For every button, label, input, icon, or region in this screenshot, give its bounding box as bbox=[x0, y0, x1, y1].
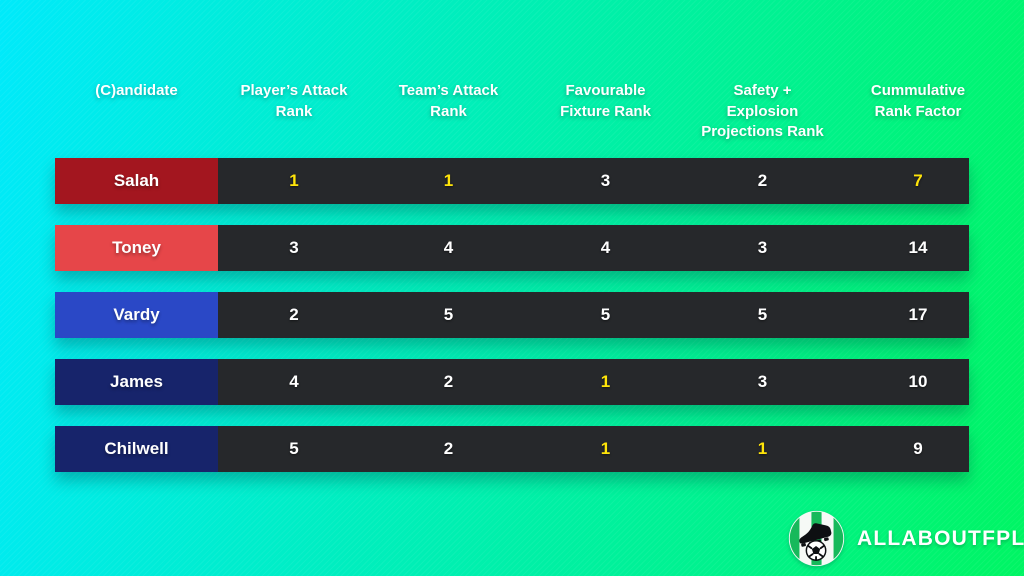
candidate-name: Vardy bbox=[55, 292, 218, 338]
rank-value: 1 bbox=[684, 426, 841, 472]
rank-value: 2 bbox=[370, 359, 527, 405]
brand-name: ALLABOUTFPL bbox=[857, 526, 1024, 550]
football-boot-ball-badge-icon bbox=[788, 510, 845, 567]
rank-value: 3 bbox=[218, 225, 370, 271]
column-header: Cummulative Rank Factor bbox=[870, 82, 966, 120]
table-row: Chilwell 5 2 1 1 9 bbox=[55, 426, 969, 472]
column-header: Player’s Attack Rank bbox=[240, 82, 348, 120]
table-row: Toney 3 4 4 3 14 bbox=[55, 225, 969, 271]
column-header: Favourable Fixture Rank bbox=[560, 82, 651, 120]
rank-value: 14 bbox=[841, 225, 969, 271]
rank-value: 10 bbox=[841, 359, 969, 405]
table-row: James 4 2 1 3 10 bbox=[55, 359, 969, 405]
table-body: Salah 1 1 3 2 7 Toney 3 4 4 3 14 Vardy 2 5 5 5 17 James 4 2 1… bbox=[55, 158, 969, 493]
candidate-name: Salah bbox=[55, 158, 218, 204]
column-header: Team’s Attack Rank bbox=[398, 82, 499, 120]
rank-value: 17 bbox=[841, 292, 969, 338]
rank-value: 4 bbox=[218, 359, 370, 405]
column-header: Safety + Explosion Projections Rank bbox=[701, 82, 824, 140]
candidate-name: James bbox=[55, 359, 218, 405]
rank-value: 3 bbox=[527, 158, 684, 204]
column-header: (C)andidate bbox=[95, 82, 178, 99]
rank-value: 9 bbox=[841, 426, 969, 472]
brand-logo: ALLABOUTFPL bbox=[787, 509, 1024, 568]
table-row: Salah 1 1 3 2 7 bbox=[55, 158, 969, 204]
rank-value: 5 bbox=[370, 292, 527, 338]
candidate-name: Toney bbox=[55, 225, 218, 271]
table-row: Vardy 2 5 5 5 17 bbox=[55, 292, 969, 338]
rank-value: 5 bbox=[684, 292, 841, 338]
candidate-name: Chilwell bbox=[55, 426, 218, 472]
rank-value: 4 bbox=[527, 225, 684, 271]
rank-value: 3 bbox=[684, 359, 841, 405]
rank-value: 1 bbox=[527, 359, 684, 405]
rank-value: 1 bbox=[218, 158, 370, 204]
rank-value: 2 bbox=[370, 426, 527, 472]
rank-value: 2 bbox=[684, 158, 841, 204]
rank-value: 7 bbox=[841, 158, 969, 204]
rank-value: 3 bbox=[684, 225, 841, 271]
rank-value: 4 bbox=[370, 225, 527, 271]
table-header-row: (C)andidate Player’s Attack Rank Team’s At… bbox=[55, 81, 969, 143]
rank-value: 1 bbox=[370, 158, 527, 204]
rank-value: 2 bbox=[218, 292, 370, 338]
rank-value: 5 bbox=[527, 292, 684, 338]
rank-value: 1 bbox=[527, 426, 684, 472]
rank-value: 5 bbox=[218, 426, 370, 472]
